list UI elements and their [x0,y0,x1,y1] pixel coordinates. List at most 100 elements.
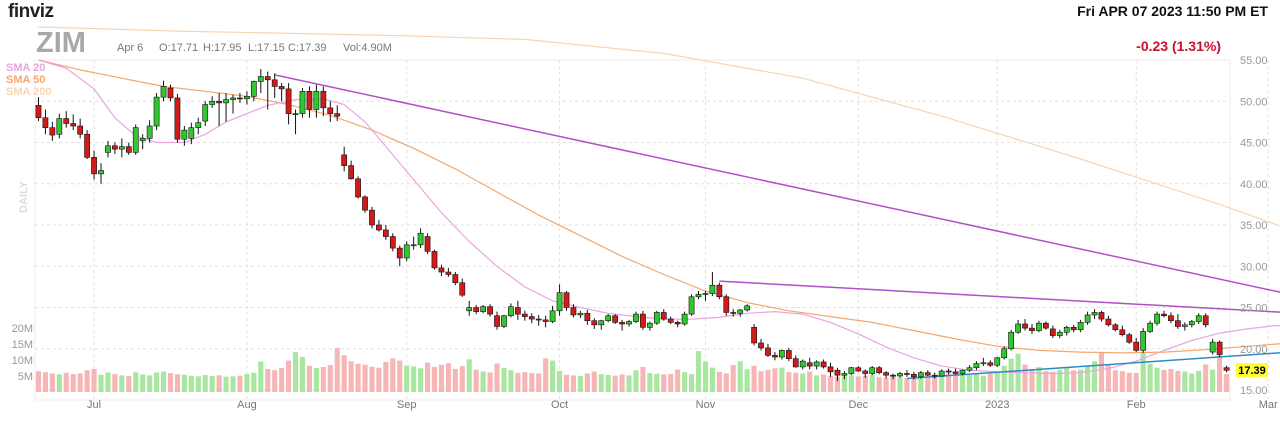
candle-body [584,312,591,321]
candle [674,320,681,328]
candle-body [1022,323,1028,329]
candle-body [125,146,132,153]
candle-body [626,321,632,325]
candle-body [403,244,410,259]
candle-body [209,100,216,105]
candle [570,304,577,318]
candle [1188,319,1195,328]
candle-body [70,123,77,127]
candle-body [348,165,354,180]
volume-bar [855,376,861,392]
volume-bar [1085,366,1091,392]
candle-body [799,360,806,368]
price-tick-label: 45.00 [1240,138,1268,150]
volume-bar [376,367,382,392]
volume-bar [966,375,973,392]
candle [660,309,667,321]
candle-body [1015,323,1021,333]
volume-bar [556,370,563,392]
candle-body [633,313,639,322]
candle [362,195,368,213]
candle [56,113,63,139]
candle [1223,365,1230,373]
sma50-line [38,59,1280,354]
volume-bar [987,373,993,392]
price-tick-label: 20.00 [1240,344,1268,356]
candle-body [1188,321,1195,326]
volume-bar [160,371,167,392]
candle [174,93,181,143]
volume-bar [758,371,764,392]
candle-body [341,154,348,166]
candle [466,300,473,316]
volume-bar [800,373,806,392]
volume-bar [591,371,597,392]
candle [348,160,354,180]
candle-body [765,347,771,356]
candle-body [945,370,952,373]
volume-tick-label: 10M [12,355,33,367]
candle [452,272,459,286]
info-low: L:17.15 [248,42,285,54]
volume-bar [869,375,875,392]
candle [1084,311,1091,325]
volume-bar [272,370,278,392]
candle [153,93,160,131]
candle [396,245,403,267]
candle-body [1043,322,1049,329]
volume-bar [265,368,271,392]
volume-bar [292,352,299,392]
candle [1112,323,1119,332]
candle-body [1168,315,1174,321]
x-tick-label: 2023 [985,399,1009,411]
x-tick-label: Sep [397,399,417,411]
volume-bar [737,361,743,392]
candle-body [146,125,153,139]
volume-bar [570,375,577,392]
info-date: Apr 6 [117,42,143,54]
legend-sma20: SMA 20 [6,62,45,74]
candle-body [758,342,764,349]
candle [626,319,632,327]
candle-body [973,363,980,369]
volume-tick-label: 15M [12,339,33,351]
candle [535,314,542,326]
candle-body [1077,322,1084,331]
candle-body [63,118,70,124]
volume-bar [563,374,570,392]
candle [779,349,785,360]
candle [508,303,514,318]
volume-bar [1022,364,1028,392]
candle-body [751,326,757,344]
candle-body [98,170,104,175]
candle [320,86,327,117]
volume-bar [119,375,125,392]
candle-body [959,369,966,374]
candle-body [605,315,612,321]
volume-tick-label: 5M [18,371,33,383]
candle [264,71,271,110]
volume-bar [181,374,187,392]
candle [640,310,646,330]
volume-bar [299,356,306,392]
candle-body [911,374,917,378]
candle [1070,324,1077,333]
x-tick-label: Dec [849,399,869,411]
candle-body [612,315,619,323]
candle-body [1008,331,1015,350]
candle [1098,310,1105,322]
volume-bar [320,367,326,392]
candle [1140,328,1147,353]
candle-body [237,97,243,100]
candle-body [501,315,507,327]
candle-body [452,274,459,284]
volume-bar [77,373,83,392]
volume-bar [195,376,201,392]
candle [459,278,466,297]
finviz-logo[interactable]: finviz [8,1,54,22]
candle-body [577,312,584,316]
volume-bar [1168,368,1174,392]
volume-bar [994,372,1000,392]
candle-body [924,372,931,376]
